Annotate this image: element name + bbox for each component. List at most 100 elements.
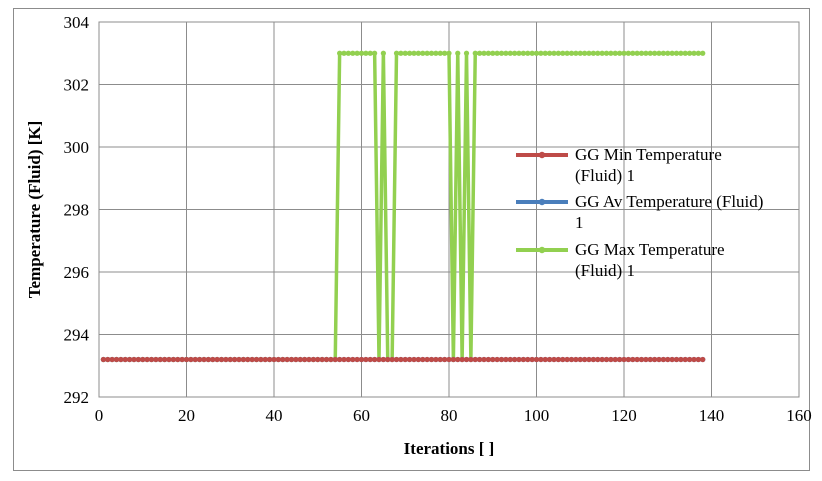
data-point [700,356,706,363]
legend-label: GG Min Temperature [575,145,722,164]
data-point [547,50,553,56]
data-point [428,356,435,363]
data-point [310,356,316,363]
data-point [288,356,295,363]
data-point [494,50,500,56]
data-point [538,356,544,363]
data-point [420,356,426,363]
data-point [660,50,666,56]
data-point [582,356,588,363]
data-point [240,356,246,363]
data-point [485,356,491,363]
data-point [100,356,106,363]
data-point [380,356,386,363]
data-point [262,356,268,363]
data-point [446,356,452,363]
data-point [398,356,404,363]
data-point [533,50,540,56]
data-point [315,356,321,363]
data-point [643,50,649,56]
data-point [144,356,150,363]
data-point [183,356,190,363]
data-point [608,50,614,56]
legend-label: GG Max Temperature [575,240,725,259]
data-point [450,356,456,363]
data-point [175,356,181,363]
data-point [678,50,684,56]
data-point [118,356,124,363]
data-point [512,50,518,56]
data-point [428,50,435,56]
data-point [297,356,303,363]
data-point [577,356,583,363]
data-point [411,50,417,56]
data-point [236,356,242,363]
data-point [407,356,413,363]
data-point [507,50,513,56]
data-point [411,356,417,363]
data-point [398,50,404,56]
data-point [673,356,680,363]
data-point [564,356,570,363]
data-point [665,356,671,363]
data-point [647,356,653,363]
data-point [442,50,448,56]
data-point [468,356,474,363]
data-point [341,50,347,56]
data-point [700,50,706,56]
data-point [547,356,553,363]
data-point [227,356,233,363]
data-point [350,50,356,56]
data-point [656,50,662,56]
data-point [695,50,701,56]
data-point [463,50,470,56]
data-point [691,356,697,363]
x-tick-label: 120 [611,406,637,425]
x-tick-label: 160 [786,406,812,425]
data-point [485,50,491,56]
data-point [332,356,338,363]
legend-marker [538,198,546,206]
data-point [551,356,557,363]
data-point [459,356,465,363]
data-point [358,50,365,56]
data-point [109,356,115,363]
data-point [463,356,470,363]
x-axis-ticks: 0 20 40 60 80 100 120 140 160 [95,406,812,425]
data-point [490,356,496,363]
data-point [402,50,408,56]
data-point [179,356,185,363]
data-point [210,356,216,363]
data-point [157,356,163,363]
x-tick-label: 20 [178,406,195,425]
data-point [538,50,544,56]
data-point [385,356,391,363]
data-point [560,356,566,363]
data-point [560,50,566,56]
data-point [337,50,343,56]
data-point [682,356,688,363]
data-point [223,356,229,363]
data-point [678,356,684,363]
data-point [617,50,623,56]
data-point [529,50,535,56]
data-point [140,356,146,363]
data-point [341,356,347,363]
data-point [166,356,172,363]
data-point [656,356,662,363]
data-point [555,356,561,363]
data-point [612,50,618,56]
data-point [275,356,281,363]
data-point [665,50,671,56]
data-point [437,356,443,363]
data-point [477,356,483,363]
data-point [590,50,596,56]
data-point [507,356,513,363]
data-point [284,356,290,363]
data-point [323,356,330,363]
data-point [533,356,540,363]
data-point [564,50,570,56]
data-point [625,356,631,363]
legend-label: (Fluid) 1 [575,166,635,185]
data-point [512,356,518,363]
